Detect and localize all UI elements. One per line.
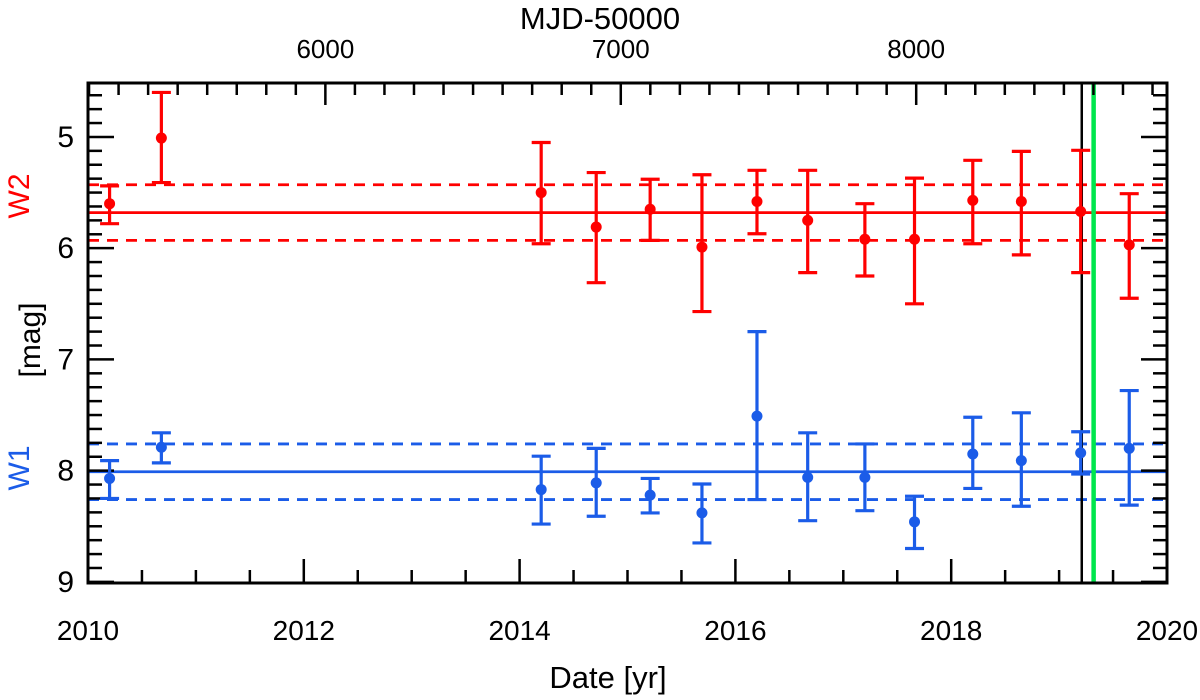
w2-data-point — [1075, 205, 1087, 217]
y-tick-label: 9 — [57, 566, 74, 599]
w2-data-point — [1015, 195, 1027, 207]
x-tick-label: 2010 — [57, 615, 119, 646]
x-tick-label: 2020 — [1136, 615, 1198, 646]
w2-data-point — [104, 198, 116, 210]
top-tick-label: 8000 — [887, 34, 945, 64]
w2-data-point — [909, 233, 921, 245]
w2-data-point — [696, 241, 708, 253]
y-tick-label: 7 — [57, 343, 74, 376]
y-tick-label: 6 — [57, 232, 74, 265]
w2-data-point — [644, 203, 656, 215]
w1-data-point — [590, 477, 602, 489]
w1-data-point — [1123, 442, 1135, 454]
w1-data-point — [1015, 455, 1027, 467]
x-tick-label: 2018 — [920, 615, 982, 646]
w2-data-point — [535, 187, 547, 199]
y-tick-label: 8 — [57, 455, 74, 488]
w1-data-point — [967, 448, 979, 460]
y-tick-label: 5 — [57, 121, 74, 154]
y-axis-label-w1: W1 — [3, 445, 36, 491]
w1-data-point — [909, 516, 921, 528]
w1-data-point — [104, 472, 116, 484]
w1-data-point — [1075, 447, 1087, 459]
w2-data-point — [859, 233, 871, 245]
top-tick-label: 7000 — [592, 34, 650, 64]
y-axis-label-w2: W2 — [3, 173, 36, 219]
w2-data-point — [1123, 239, 1135, 251]
w1-data-point — [802, 471, 814, 483]
top-tick-label: 6000 — [296, 34, 354, 64]
x-tick-label: 2016 — [704, 615, 766, 646]
w2-data-point — [155, 132, 167, 144]
w1-data-point — [859, 471, 871, 483]
top-axis-title: MJD-50000 — [519, 1, 681, 36]
w2-data-point — [590, 221, 602, 233]
x-tick-label: 2012 — [273, 615, 335, 646]
w2-data-point — [751, 195, 763, 207]
plot-frame — [86, 81, 1169, 585]
w1-data-point — [535, 484, 547, 496]
y-axis-label-mag: [mag] — [14, 302, 47, 378]
w2-data-point — [802, 214, 814, 226]
w1-data-point — [644, 489, 656, 501]
w1-data-point — [751, 410, 763, 422]
x-tick-label: 2014 — [488, 615, 550, 646]
w1-data-point — [696, 507, 708, 519]
w1-data-point — [155, 441, 167, 453]
w2-data-point — [967, 194, 979, 206]
x-axis-title: Date [yr] — [549, 660, 667, 695]
